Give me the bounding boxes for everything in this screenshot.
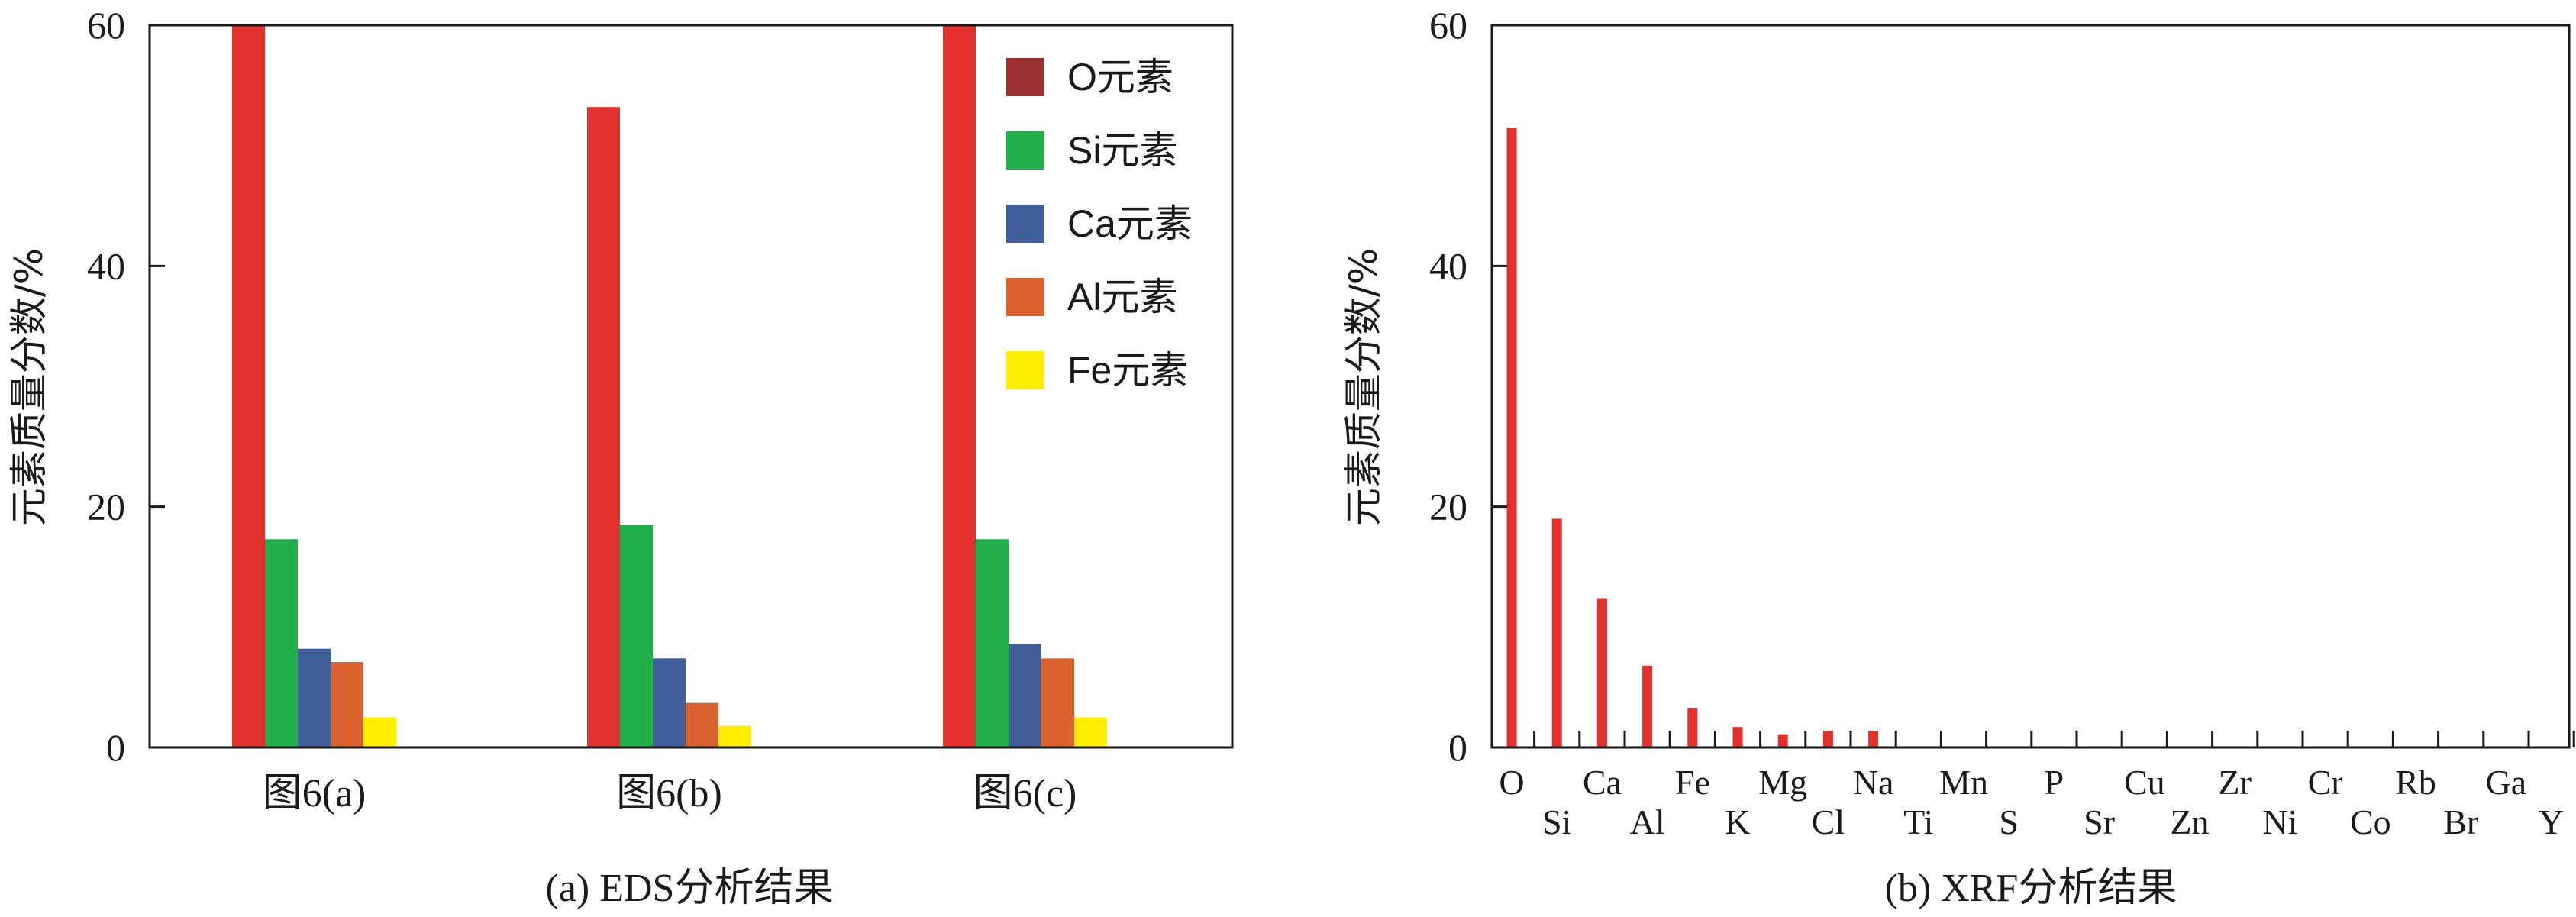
eds-caption: (a) EDS分析结果: [546, 867, 834, 910]
eds-bar: [587, 107, 620, 748]
xrf-x-tick-label: Al: [1630, 802, 1665, 841]
eds-y-tick-label: 20: [87, 486, 125, 528]
xrf-bar: [1642, 665, 1653, 747]
xrf-y-tick-label: 60: [1429, 4, 1467, 47]
eds-x-tick-label: 图6(c): [973, 772, 1077, 815]
eds-bar: [686, 702, 718, 747]
xrf-x-tick-label: P: [2045, 763, 2064, 802]
eds-x-tick-label: 图6(b): [616, 772, 722, 815]
eds-legend-swatch: [1006, 205, 1044, 243]
eds-legend-swatch: [1006, 278, 1044, 316]
xrf-x-tick-label: S: [1999, 802, 2019, 841]
eds-legend-label: Al元素: [1067, 276, 1177, 318]
xrf-x-tick-label: Mg: [1758, 763, 1807, 802]
xrf-bar: [1777, 734, 1788, 747]
eds-legend-label: Fe元素: [1067, 349, 1188, 392]
xrf-x-tick-label: Y: [2539, 802, 2564, 841]
xrf-bars: [1506, 128, 1879, 747]
xrf-y-tick-label: 20: [1429, 486, 1467, 528]
eds-bar: [620, 525, 653, 747]
eds-legend-swatch: [1006, 351, 1044, 389]
eds-bar: [232, 25, 265, 747]
eds-bar: [1009, 644, 1041, 747]
eds-bar: [943, 25, 976, 747]
eds-axis-ticks: [150, 264, 165, 509]
xrf-x-tick-label: Cu: [2124, 763, 2165, 802]
xrf-x-tick-label: O: [1499, 763, 1524, 802]
xrf-x-tick-label: Si: [1542, 802, 1571, 841]
eds-x-tick-label: 图6(a): [263, 772, 366, 815]
eds-bar: [265, 539, 298, 747]
xrf-axis-ticks: [1492, 264, 2575, 747]
xrf-bar: [1596, 598, 1607, 747]
xrf-x-tick-label: Zn: [2170, 802, 2209, 841]
xrf-x-tick-label: Ti: [1903, 802, 1933, 841]
xrf-y-tick-label: 0: [1448, 726, 1467, 769]
eds-bar: [331, 662, 363, 747]
eds-bar: [363, 717, 396, 747]
xrf-x-tick-label: Rb: [2395, 763, 2436, 802]
xrf-y-tick-label: 40: [1429, 244, 1467, 287]
xrf-x-tick-label: Fe: [1675, 763, 1710, 802]
eds-x-tick-labels: 图6(a) 图6(b) 图6(c): [263, 772, 1077, 815]
eds-chart-panel: 元素质量分数/% 0 20 40 60 图6(a) 图6(b) 图6(c) O元素 Si元素…: [7, 4, 1234, 910]
xrf-bar: [1506, 128, 1517, 747]
eds-bars: [232, 25, 1107, 748]
xrf-x-tick-label: Ni: [2262, 802, 2297, 841]
xrf-bar: [1732, 727, 1743, 747]
eds-legend: O元素 Si元素 Ca元素 Al元素 Fe元素: [1006, 56, 1193, 392]
eds-plot-frame: [148, 24, 1234, 749]
xrf-bar: [1868, 730, 1879, 747]
eds-bar: [976, 539, 1009, 747]
eds-bar: [653, 658, 686, 747]
eds-legend-label: Si元素: [1067, 129, 1177, 172]
xrf-y-axis-label: 元素质量分数/%: [1341, 248, 1386, 526]
xrf-caption: (b) XRF分析结果: [1885, 867, 2177, 910]
xrf-y-tick-labels: 0 20 40 60: [1429, 4, 1467, 769]
xrf-plot-frame: [1490, 24, 2571, 749]
eds-bar: [718, 725, 751, 747]
xrf-x-tick-label: Sr: [2084, 802, 2115, 841]
xrf-x-tick-label: Co: [2350, 802, 2391, 841]
xrf-x-tick-label: Mn: [1939, 763, 1988, 802]
xrf-x-tick-label: Cl: [1812, 802, 1845, 841]
eds-y-tick-label: 60: [87, 4, 125, 47]
xrf-x-tick-label: Ca: [1583, 763, 1622, 802]
eds-y-tick-label: 40: [87, 244, 125, 287]
eds-legend-label: O元素: [1067, 56, 1173, 98]
xrf-bar: [1687, 707, 1698, 747]
eds-legend-label: Ca元素: [1067, 202, 1193, 245]
eds-bar: [1074, 717, 1107, 747]
eds-legend-swatch: [1006, 131, 1044, 170]
xrf-x-tick-label: Br: [2443, 802, 2478, 841]
xrf-x-tick-label: K: [1725, 802, 1750, 841]
xrf-bar: [1822, 730, 1833, 747]
eds-legend-swatch: [1006, 58, 1044, 96]
eds-bar: [298, 648, 331, 747]
xrf-x-tick-label: Cr: [2308, 763, 2343, 802]
eds-y-tick-labels: 0 20 40 60: [87, 4, 125, 769]
xrf-x-tick-label: Ga: [2486, 763, 2527, 802]
xrf-x-tick-label: Na: [1853, 763, 1894, 802]
xrf-x-tick-label: Zr: [2218, 763, 2251, 802]
eds-y-tick-label: 0: [106, 726, 125, 769]
xrf-bar: [1551, 518, 1562, 747]
eds-bar: [1041, 658, 1074, 747]
eds-y-axis-label: 元素质量分数/%: [7, 248, 51, 526]
